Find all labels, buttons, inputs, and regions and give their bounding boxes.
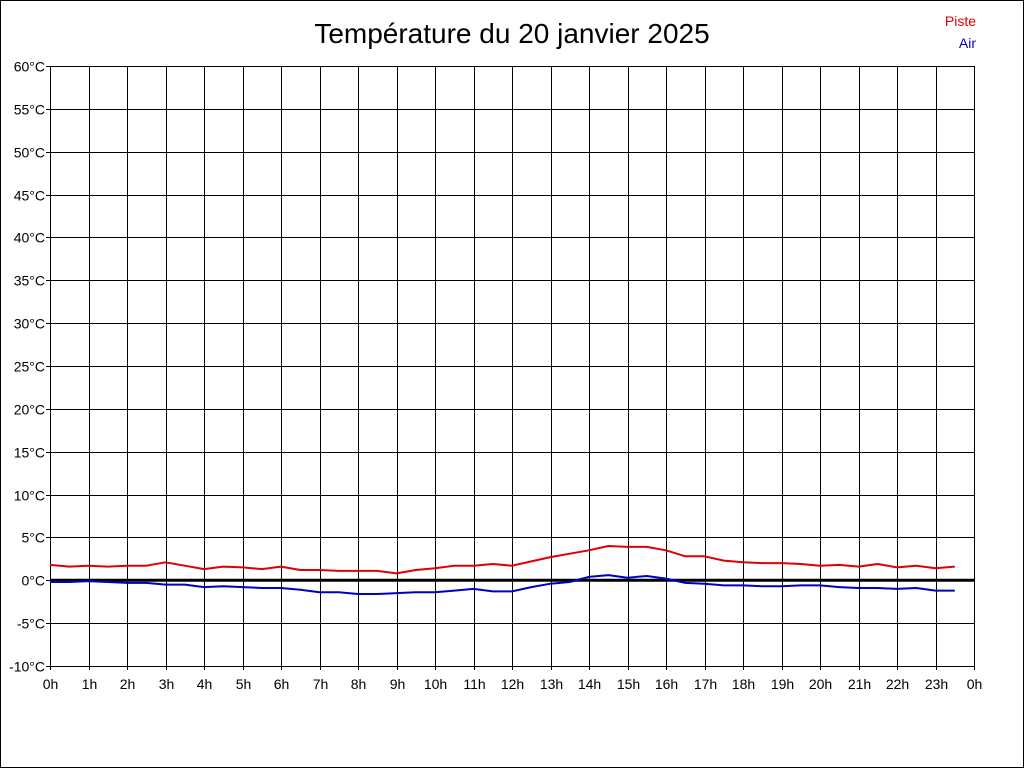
x-tick-label: 19h: [771, 676, 794, 692]
y-tick-label: 50°C: [14, 145, 45, 161]
x-tick-label: 12h: [501, 676, 524, 692]
y-tick-label: 60°C: [14, 59, 45, 75]
y-tick-label: 45°C: [14, 188, 45, 204]
x-tick-label: 10h: [424, 676, 447, 692]
x-tick-label: 3h: [159, 676, 175, 692]
y-tick-label: 30°C: [14, 316, 45, 332]
x-tick-label: 0h: [967, 676, 983, 692]
x-tick-label: 11h: [463, 676, 485, 692]
series-line-air: [50, 574, 955, 595]
x-tick-label: 23h: [925, 676, 948, 692]
chart-title: Température du 20 janvier 2025: [314, 18, 710, 49]
y-tick-label: 20°C: [14, 402, 45, 418]
x-tick-label: 9h: [390, 676, 406, 692]
x-tick-label: 14h: [578, 676, 601, 692]
y-tick-label: -10°C: [9, 659, 45, 675]
legend-air: Air: [958, 35, 976, 51]
x-tick-label: 7h: [313, 676, 329, 692]
y-tick-label: 35°C: [14, 273, 45, 289]
y-tick-label: 40°C: [14, 230, 45, 246]
x-tick-label: 15h: [617, 676, 640, 692]
y-tick-label: 0°C: [22, 573, 46, 589]
x-tick-label: 6h: [274, 676, 290, 692]
legend-piste: Piste: [944, 13, 976, 29]
x-tick-label: 5h: [236, 676, 252, 692]
x-tick-label: 8h: [351, 676, 367, 692]
x-tick-label: 0h: [43, 676, 59, 692]
x-tick-label: 18h: [732, 676, 755, 692]
x-tick-label: 17h: [694, 676, 717, 692]
x-tick-label: 22h: [886, 676, 909, 692]
x-tick-label: 16h: [655, 676, 678, 692]
y-tick-label: 55°C: [14, 102, 45, 118]
x-tick-label: 1h: [82, 676, 98, 692]
y-tick-label: 15°C: [14, 445, 45, 461]
series-line-piste: [49, 545, 955, 575]
x-tick-label: 13h: [540, 676, 563, 692]
y-tick-label: -5°C: [17, 616, 45, 632]
y-tick-label: 5°C: [22, 530, 46, 546]
y-tick-label: 10°C: [14, 488, 45, 504]
x-tick-label: 21h: [848, 676, 871, 692]
x-tick-label: 20h: [809, 676, 832, 692]
x-tick-label: 4h: [197, 676, 213, 692]
x-tick-label: 2h: [120, 676, 136, 692]
y-tick-label: 25°C: [14, 359, 45, 375]
